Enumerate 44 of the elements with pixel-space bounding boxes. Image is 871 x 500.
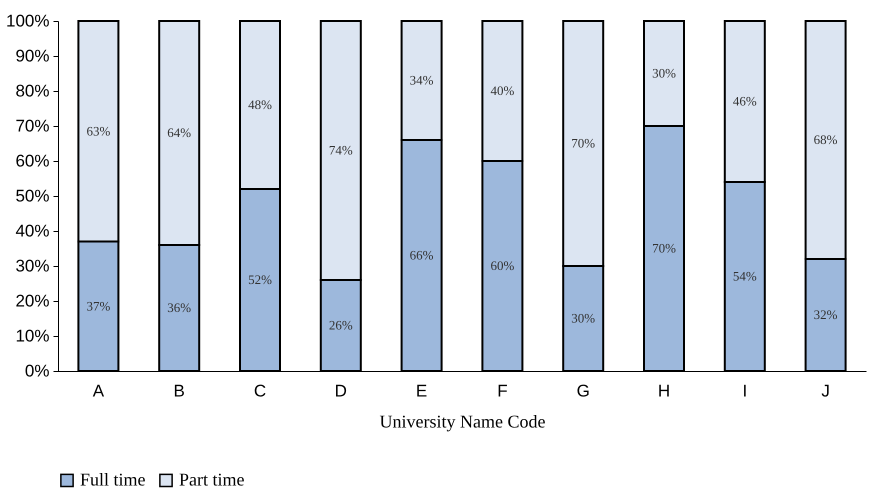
data-label: 63% bbox=[86, 123, 110, 138]
data-label: 46% bbox=[732, 94, 757, 108]
y-tick-label: 90% bbox=[15, 46, 50, 66]
data-label: 74% bbox=[328, 142, 353, 158]
x-tick-label: B bbox=[174, 382, 185, 400]
x-tick-label: E bbox=[416, 382, 428, 400]
x-tick-label: H bbox=[658, 382, 670, 400]
data-label: 60% bbox=[490, 258, 514, 273]
x-tick-label: I bbox=[742, 382, 748, 400]
y-tick-label: 70% bbox=[15, 116, 50, 136]
data-label: 64% bbox=[167, 125, 192, 140]
y-tick-label: 40% bbox=[15, 222, 50, 240]
data-label: 36% bbox=[167, 300, 192, 315]
data-label: 37% bbox=[86, 298, 110, 314]
data-label: 26% bbox=[328, 318, 353, 332]
y-tick-label: 30% bbox=[15, 256, 50, 276]
y-tick-label: 60% bbox=[15, 152, 50, 170]
x-tick-label: A bbox=[92, 382, 105, 400]
data-label: 68% bbox=[814, 132, 838, 147]
legend-label: Part time bbox=[179, 469, 244, 490]
legend-label: Full time bbox=[80, 469, 146, 490]
x-tick-label: D bbox=[334, 382, 347, 400]
data-label: 30% bbox=[652, 66, 676, 80]
data-label: 32% bbox=[814, 307, 838, 322]
data-label: 70% bbox=[652, 240, 676, 256]
data-label: 66% bbox=[410, 248, 434, 262]
data-label: 34% bbox=[410, 72, 434, 88]
y-tick-label: 100% bbox=[6, 12, 50, 30]
data-label: 30% bbox=[571, 310, 596, 326]
data-label: 54% bbox=[732, 268, 757, 284]
y-tick-label: 10% bbox=[15, 326, 50, 346]
data-label: 40% bbox=[490, 83, 514, 98]
data-label: 70% bbox=[571, 136, 596, 150]
y-tick-label: 20% bbox=[15, 292, 50, 310]
data-label: 48% bbox=[248, 97, 272, 112]
y-tick-label: 80% bbox=[15, 82, 50, 100]
y-tick-label: 0% bbox=[24, 362, 50, 380]
x-tick-label: F bbox=[497, 382, 508, 400]
x-tick-label: J bbox=[821, 382, 830, 400]
x-tick-label: C bbox=[254, 382, 266, 400]
data-label: 52% bbox=[248, 272, 272, 287]
x-tick-label: G bbox=[576, 382, 590, 400]
x-axis-title: University Name Code bbox=[380, 412, 546, 432]
y-tick-label: 50% bbox=[15, 186, 50, 206]
